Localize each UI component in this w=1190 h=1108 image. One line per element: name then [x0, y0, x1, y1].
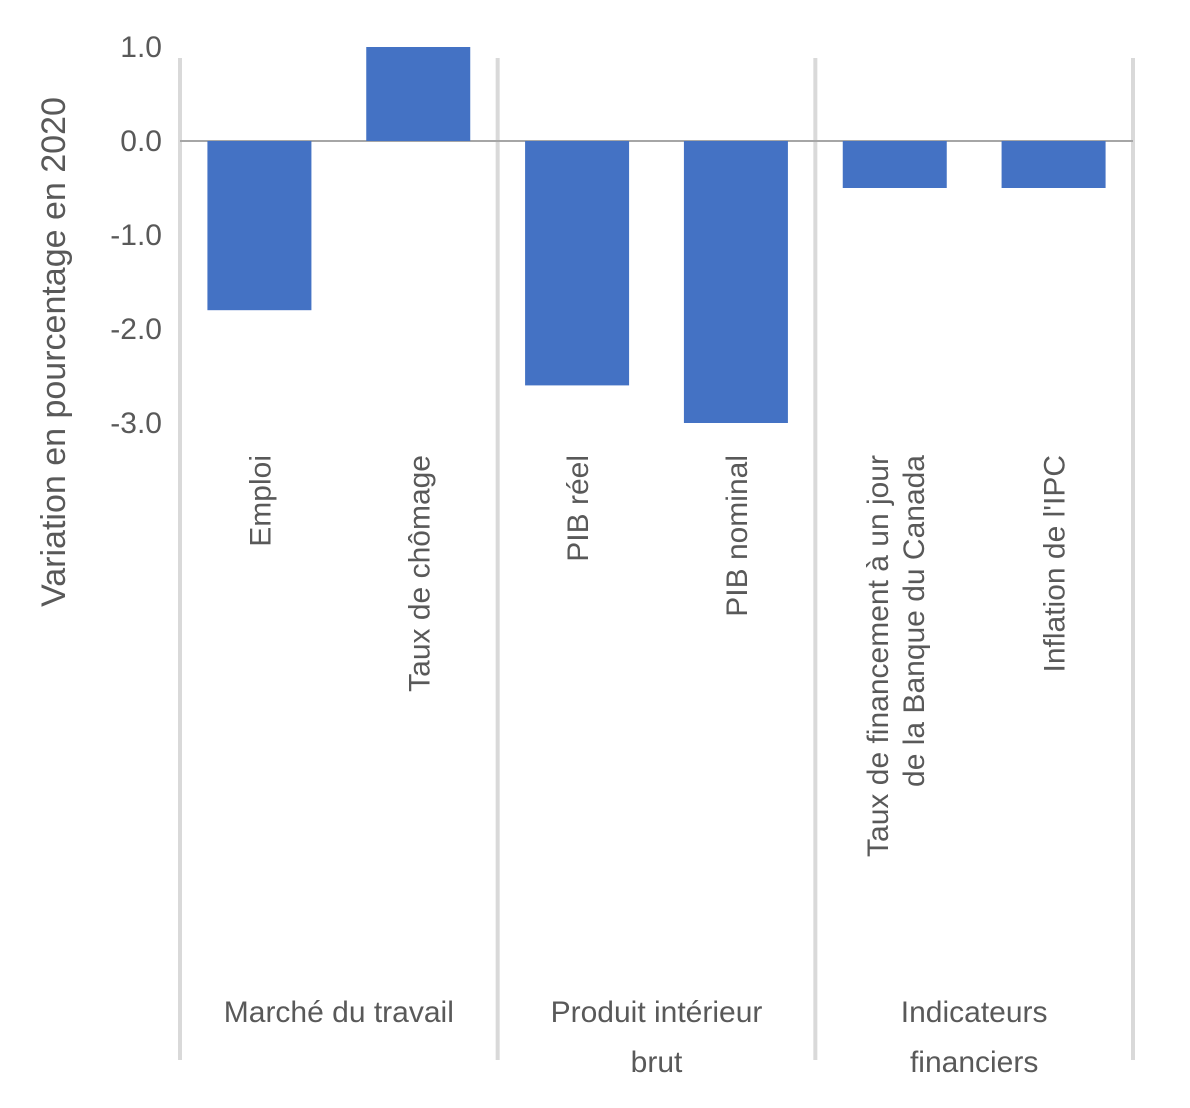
bar-1	[366, 47, 471, 141]
y-axis-title: Variation en pourcentage en 2020	[35, 97, 73, 607]
group-separators	[178, 58, 1135, 1060]
category-label: de la Banque du Canada	[898, 455, 931, 787]
bar-0	[207, 141, 312, 311]
group-labels: Marché du travail Produit intérieur brut In…	[224, 996, 1048, 1079]
group-label-1: Produit intérieur	[551, 996, 763, 1029]
y-axis-ticks: 1.0 0.0 -1.0 -2.0 -3.0	[110, 31, 162, 440]
bar-3	[683, 141, 788, 423]
bar-5	[1001, 141, 1106, 188]
bars	[207, 47, 1106, 423]
category-label: Taux de financement à un jour	[862, 455, 895, 857]
bar-2	[525, 141, 630, 386]
group-label-2: financiers	[910, 1046, 1038, 1079]
y-tick-label: 0.0	[120, 125, 162, 158]
bar-4	[842, 141, 947, 188]
category-label: Taux de chômage	[403, 455, 436, 692]
category-labels: Emploi Taux de chômage PIB réel PIB nominal…	[244, 455, 1071, 857]
group-label-1: brut	[631, 1046, 683, 1079]
category-label: PIB nominal	[721, 455, 754, 617]
y-tick-label: 1.0	[120, 31, 162, 64]
y-tick-label: -1.0	[110, 219, 162, 252]
group-label-0: Marché du travail	[224, 996, 454, 1029]
category-label: Inflation de l'IPC	[1039, 455, 1072, 673]
y-tick-label: -3.0	[110, 407, 162, 440]
group-label-2: Indicateurs	[901, 996, 1048, 1029]
y-tick-label: -2.0	[110, 313, 162, 346]
category-label: Emploi	[244, 455, 277, 547]
category-label: PIB réel	[562, 455, 595, 562]
